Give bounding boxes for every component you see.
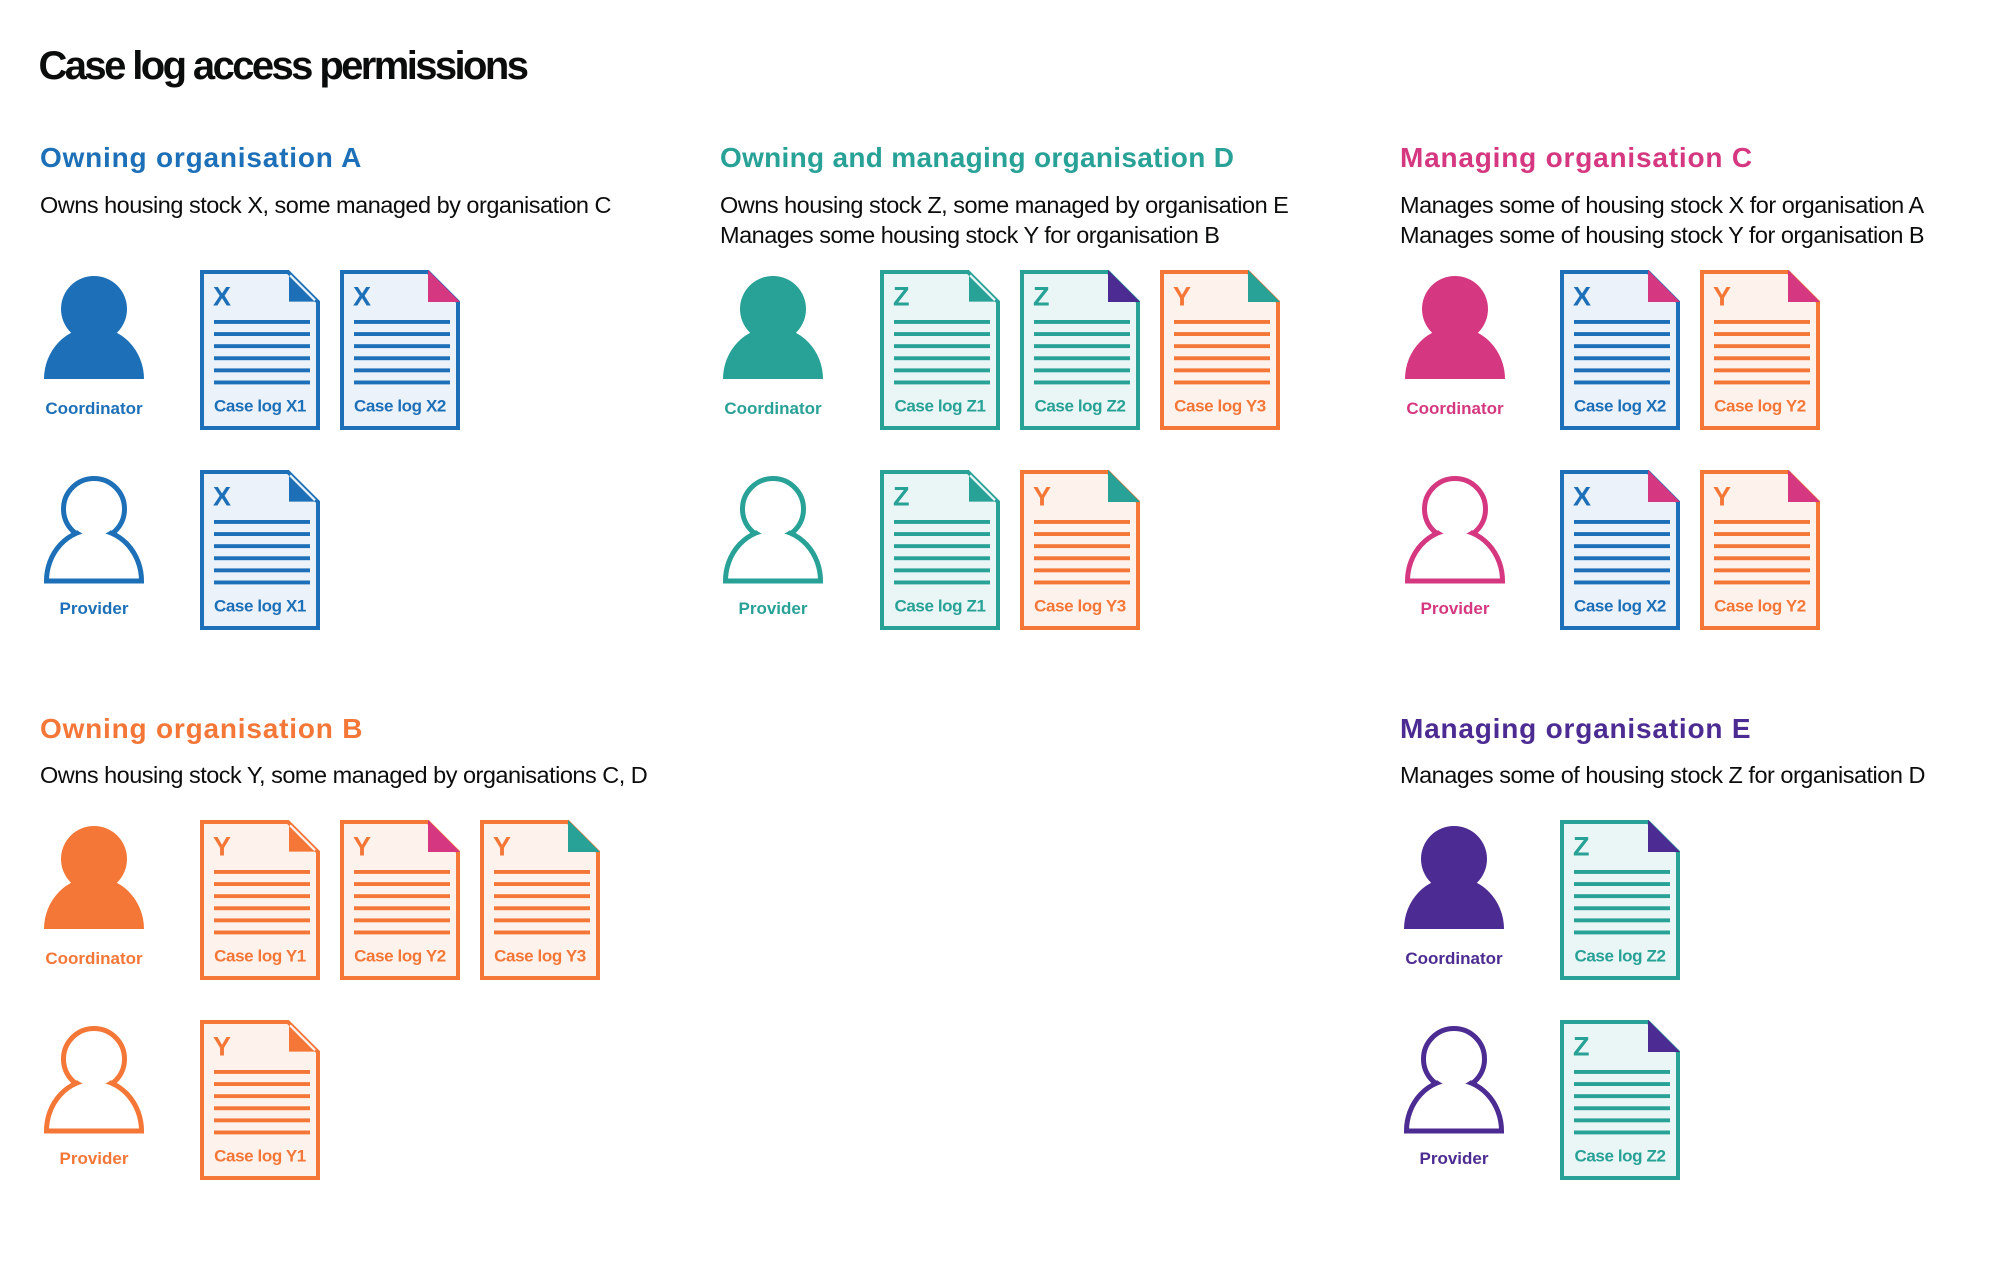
svg-text:Case log Y2: Case log Y2 [1714,596,1806,615]
svg-text:X: X [213,482,231,512]
svg-text:Case log Y3: Case log Y3 [1174,396,1266,415]
svg-text:Case log Z1: Case log Z1 [894,596,985,615]
svg-text:Case log Z2: Case log Z2 [1034,396,1125,415]
svg-text:Case log Y2: Case log Y2 [1714,396,1806,415]
svg-text:Case log X1: Case log X1 [214,596,306,615]
svg-text:Y: Y [1033,482,1051,512]
svg-text:X: X [1573,482,1591,512]
svg-text:Case log X2: Case log X2 [1574,596,1666,615]
svg-text:X: X [1573,282,1591,312]
svg-text:Case log X1: Case log X1 [214,396,306,415]
svg-text:Z: Z [893,482,910,512]
svg-text:Case log Z1: Case log Z1 [894,396,985,415]
svg-text:Y: Y [493,832,511,862]
svg-text:Z: Z [1573,1032,1590,1062]
svg-text:Z: Z [1033,282,1050,312]
svg-text:Z: Z [893,282,910,312]
svg-text:Case log X2: Case log X2 [1574,396,1666,415]
svg-text:Y: Y [1713,282,1731,312]
svg-text:Case log Y1: Case log Y1 [214,946,306,965]
svg-text:Y: Y [1713,482,1731,512]
svg-text:Case log X2: Case log X2 [354,396,446,415]
svg-text:Y: Y [213,832,231,862]
svg-text:X: X [353,282,371,312]
svg-text:Z: Z [1573,832,1590,862]
svg-text:Y: Y [213,1032,231,1062]
svg-text:Y: Y [1173,282,1191,312]
svg-text:Case log Z2: Case log Z2 [1574,1146,1665,1165]
svg-text:Case log Y3: Case log Y3 [494,946,586,965]
svg-text:Case log Y3: Case log Y3 [1034,596,1126,615]
svg-text:Case log Y2: Case log Y2 [354,946,446,965]
svg-text:Case log Z2: Case log Z2 [1574,946,1665,965]
svg-text:Y: Y [353,832,371,862]
svg-text:Case log Y1: Case log Y1 [214,1146,306,1165]
svg-text:X: X [213,282,231,312]
